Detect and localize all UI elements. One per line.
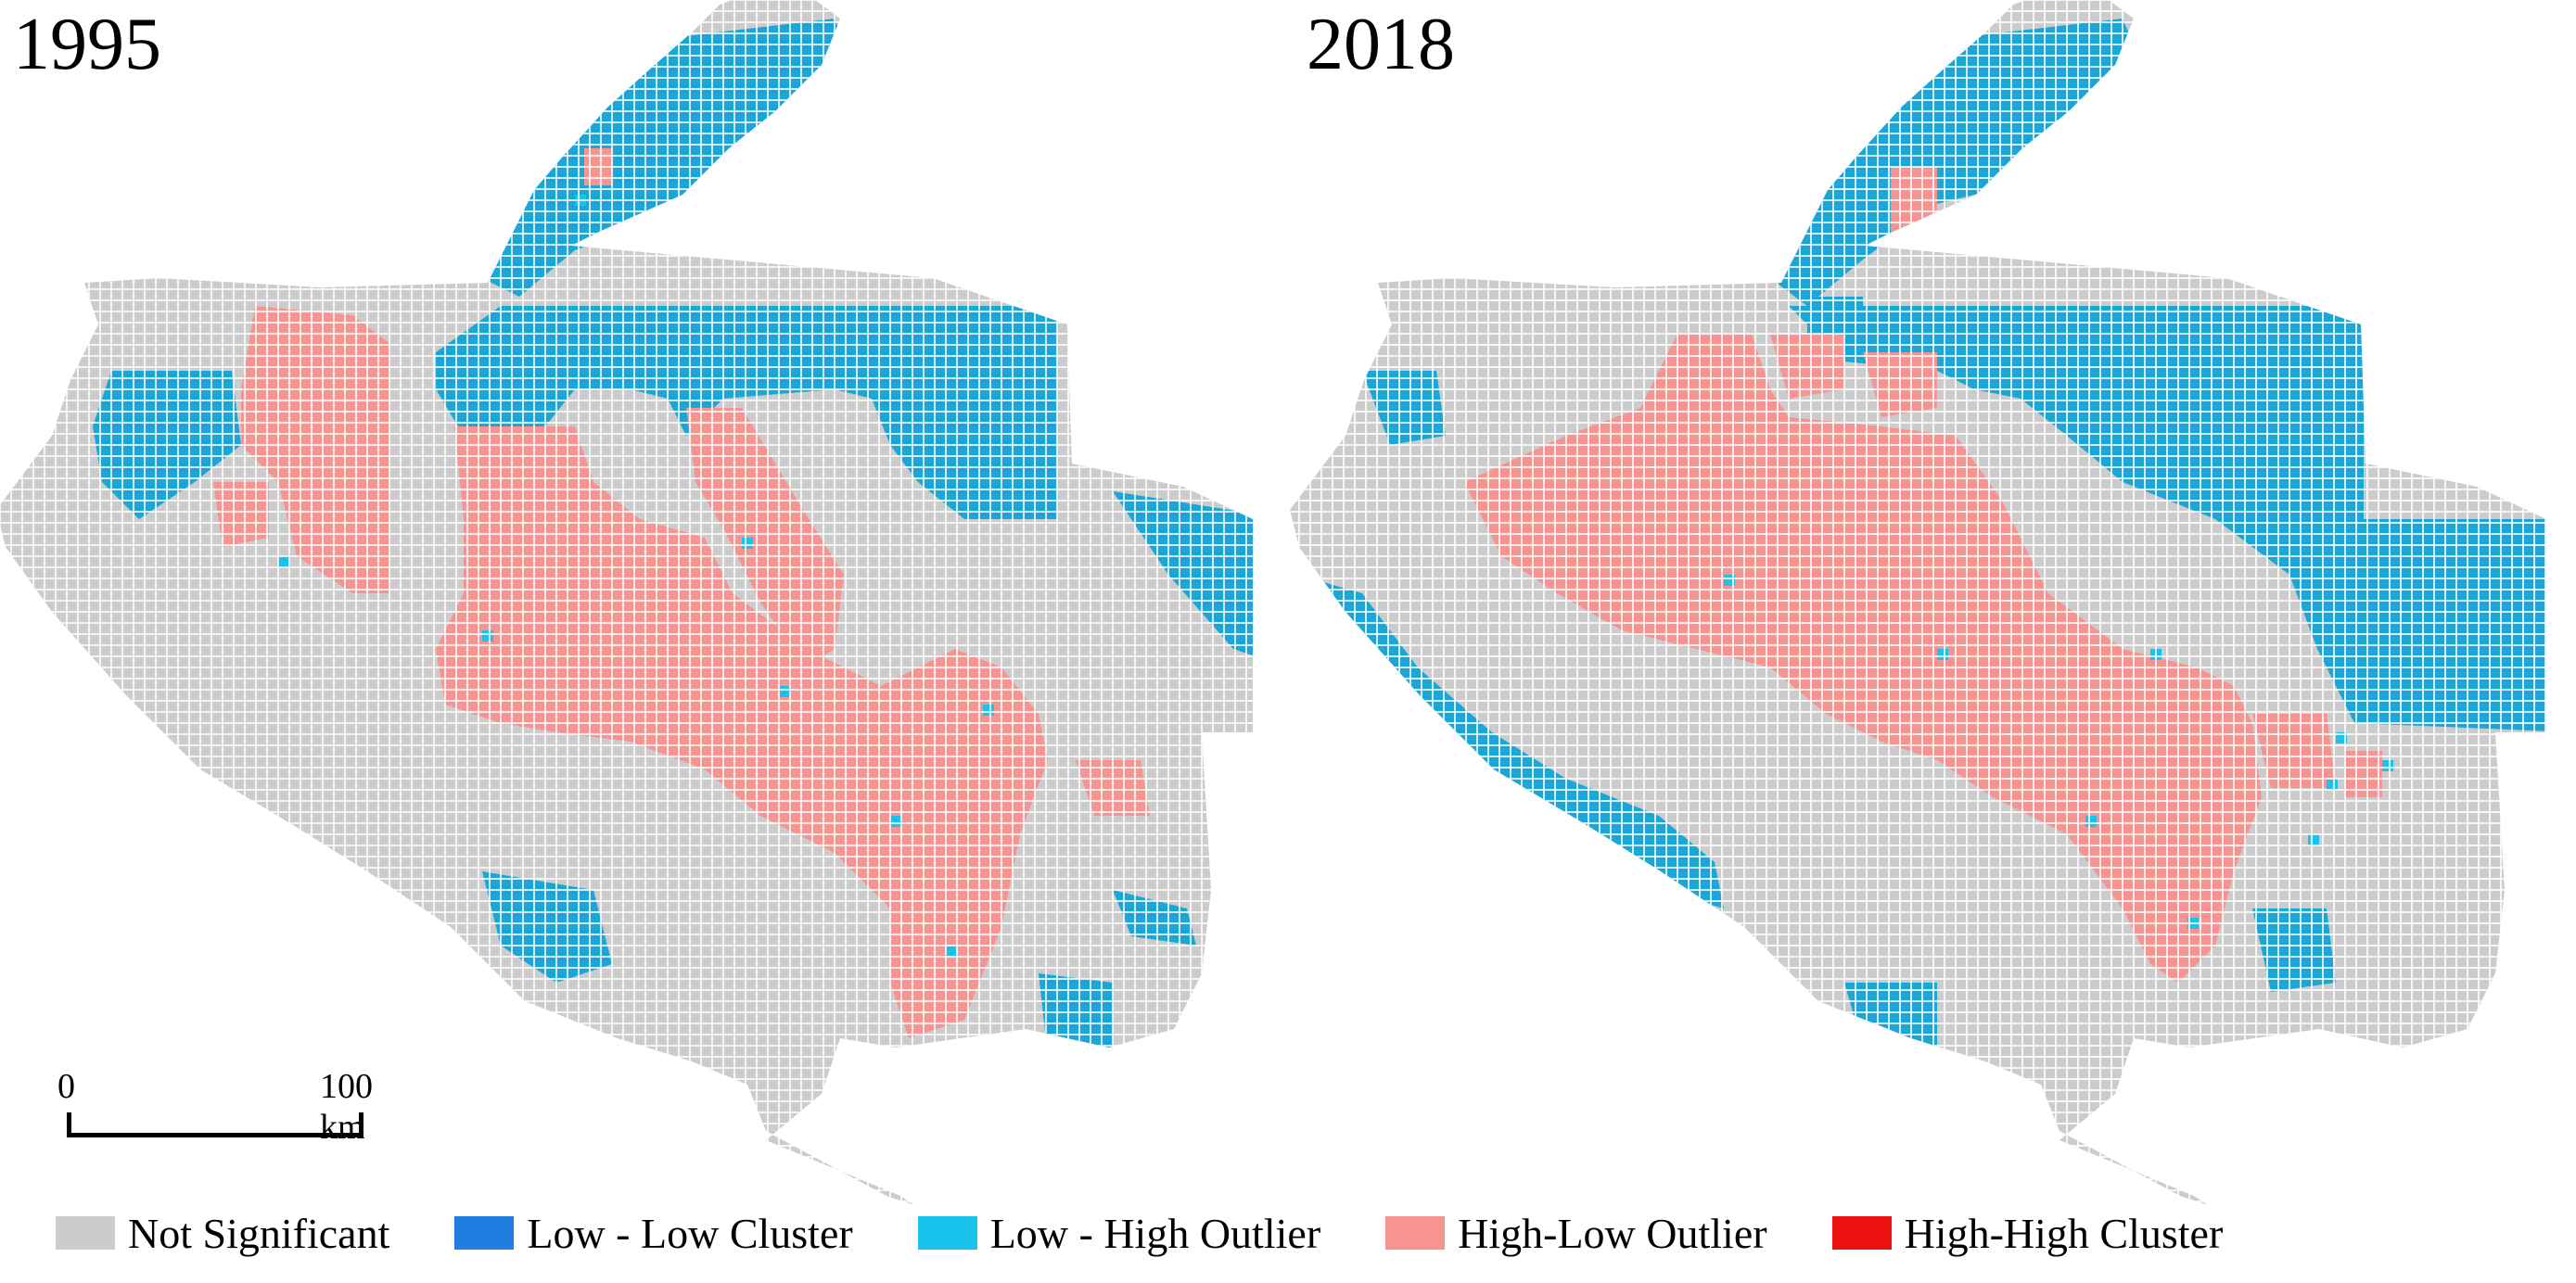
legend-swatch [1385,1216,1446,1250]
legend-item-high-low-outlier: High-Low Outlier [1385,1209,1767,1258]
legend-label: Low - Low Cluster [527,1209,853,1257]
year-label: 1995 [13,4,161,85]
year-label: 2018 [1307,4,1455,85]
legend: Not Significant Low - Low Cluster Low - … [56,1205,2541,1261]
legend-swatch [917,1216,977,1250]
scale-line [67,1133,363,1137]
legend-item-low-high-outlier: Low - High Outlier [917,1209,1321,1258]
scale-tick-right [359,1112,363,1137]
legend-item-low-low-cluster: Low - Low Cluster [454,1209,853,1258]
map-1995 [0,0,1253,1205]
legend-swatch [56,1216,115,1250]
legend-item-high-high-cluster: High-High Cluster [1831,1209,2224,1258]
study-area-2018 [1290,0,2546,1205]
scale-end-label: 100 km [320,1067,373,1147]
legend-label: High-High Cluster [1904,1209,2224,1257]
legend-item-not-significant: Not Significant [56,1209,389,1258]
legend-label: Low - High Outlier [989,1209,1321,1257]
scale-start-label: 0 [57,1067,75,1106]
map-panel-1995: 1995 0 100 km [0,0,1288,1205]
legend-label: Not Significant [128,1209,390,1257]
scale-bar: 0 100 km [56,1066,373,1147]
study-area-1995 [0,0,1253,1205]
map-panel-2018: 2018 [1288,0,2576,1205]
map-2018 [1290,0,2546,1205]
legend-swatch [1831,1216,1892,1250]
legend-label: High-Low Outlier [1458,1209,1767,1257]
scale-tick-left [67,1112,71,1137]
legend-swatch [454,1216,515,1250]
